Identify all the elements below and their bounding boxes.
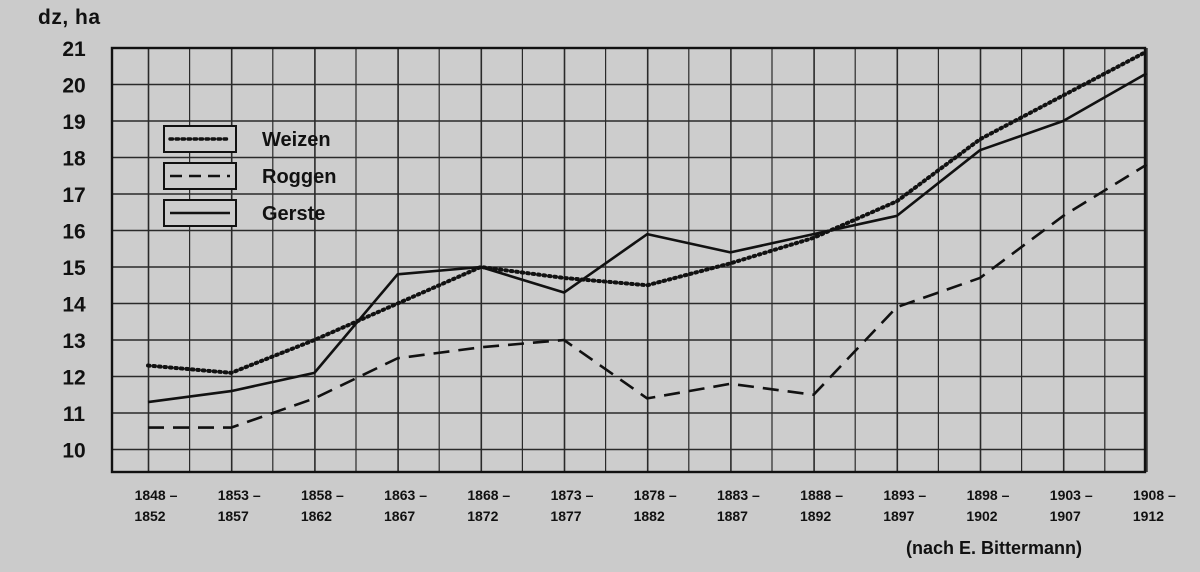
x-tick-label-start: 1848 – [135,487,178,503]
y-tick-label: 18 [62,148,86,171]
x-tick-label-end: 1862 [301,508,332,524]
series-line-roggen [148,163,1148,429]
x-tick-label-end: 1907 [1050,508,1081,524]
y-tick-label: 21 [62,38,86,61]
x-tick-label-end: 1912 [1133,508,1164,524]
y-tick-label: 16 [62,221,85,244]
x-tick-label-end: 1877 [550,508,581,524]
x-tick-label-start: 1858 – [301,487,344,503]
series-line-weizen [146,49,1149,375]
x-tick-label-end: 1902 [966,508,997,524]
y-tick-label: 17 [62,184,85,207]
x-tick-label-start: 1898 – [967,487,1010,503]
x-tick-label-end: 1867 [384,508,415,524]
x-tick-label-start: 1873 – [551,487,594,503]
x-tick-label-end: 1892 [800,508,831,524]
y-tick-label: 14 [62,294,86,317]
x-tick-label-end: 1882 [634,508,665,524]
y-tick-label: 20 [62,75,85,98]
y-tick-label: 15 [62,257,86,280]
x-tick-label-end: 1872 [467,508,498,524]
y-tick-label: 12 [62,367,85,390]
x-tick-label-start: 1868 – [467,487,510,503]
x-tick-label-start: 1888 – [800,487,843,503]
y-tick-label: 19 [62,111,85,134]
x-tick-label-end: 1897 [883,508,914,524]
x-tick-label-start: 1863 – [384,487,427,503]
x-tick-label-start: 1903 – [1050,487,1093,503]
x-tick-label-start: 1878 – [634,487,677,503]
x-tick-label-start: 1908 – [1133,487,1176,503]
y-axis-unit-label: dz, ha [38,6,101,29]
x-tick-label-start: 1893 – [883,487,926,503]
x-tick-label-start: 1853 – [218,487,261,503]
x-tick-label-end: 1857 [218,508,249,524]
x-tick-label-end: 1852 [134,508,165,524]
y-tick-label: 13 [62,330,85,353]
legend-label: Gerste [262,203,325,225]
legend-label: Roggen [262,166,336,188]
legend-label: Weizen [262,129,331,151]
x-tick-label-start: 1883 – [717,487,760,503]
x-tick-label-end: 1887 [717,508,748,524]
plot-area [112,48,1145,472]
y-tick-label: 10 [62,440,85,463]
y-tick-label: 11 [63,403,86,426]
source-note: (nach E. Bittermann) [906,538,1083,558]
series-line-gerste [147,72,1148,404]
plot-frame [110,46,1147,474]
